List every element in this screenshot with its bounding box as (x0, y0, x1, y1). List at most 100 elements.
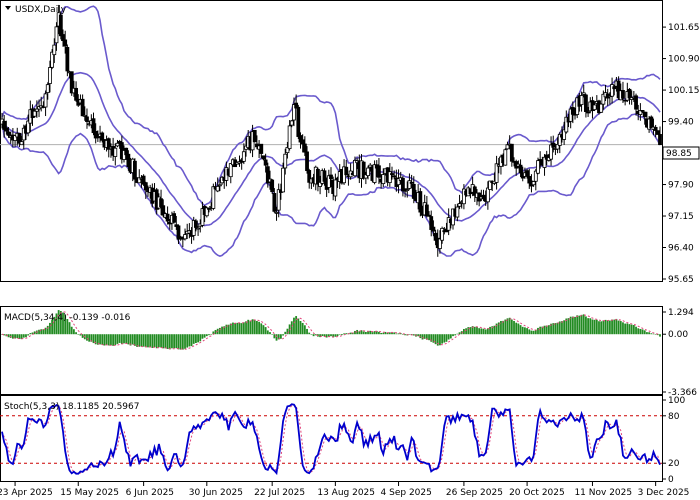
macd-bar (136, 334, 138, 347)
macd-bar (88, 334, 91, 342)
macd-bar (105, 334, 108, 345)
macd-bar (456, 333, 459, 335)
macd-bar (51, 319, 54, 335)
candle (562, 121, 567, 145)
macd-bar (179, 334, 182, 350)
macd-bar (473, 326, 476, 335)
macd-bar (62, 312, 64, 335)
macd-bar (449, 334, 452, 339)
macd-bar (639, 328, 642, 335)
macd-bar (321, 334, 324, 337)
macd-bar (188, 334, 191, 347)
time-tick-label: 4 Sep 2025 (381, 488, 432, 498)
macd-bar (393, 332, 396, 335)
macd-bar (38, 329, 40, 335)
macd-bar (323, 334, 326, 337)
candle (579, 91, 584, 112)
price-candles (0, 4, 662, 257)
macd-bar (147, 334, 149, 348)
macd-bar (539, 326, 542, 335)
candle (409, 174, 414, 189)
candle (204, 206, 209, 218)
macd-bar (160, 334, 162, 348)
candle (605, 88, 610, 106)
macd-bar (249, 320, 252, 335)
macd-bar (476, 327, 478, 335)
macd-bar (650, 333, 653, 335)
macd-bar (340, 334, 343, 336)
macd-bar (530, 330, 533, 335)
macd-bar (635, 326, 637, 335)
macd-bar (138, 334, 141, 347)
macd-bar (397, 333, 400, 335)
macd-bar (118, 334, 121, 343)
candle (581, 84, 586, 98)
macd-bar (471, 326, 474, 335)
macd-bar (447, 334, 450, 340)
candle (161, 199, 166, 218)
candle (215, 177, 220, 193)
candle (640, 110, 645, 114)
candle (305, 146, 309, 174)
macd-bar (306, 328, 308, 335)
macd-bar (656, 334, 659, 336)
macd-bar (46, 325, 49, 335)
candle (32, 108, 37, 118)
candle (43, 90, 48, 117)
time-tick-label: 15 May 2025 (60, 488, 119, 498)
macd-bar (245, 321, 247, 335)
price-tick-label: 97.15 (668, 212, 694, 222)
macd-bar (478, 328, 481, 335)
candle (52, 38, 57, 64)
macd-bar (502, 320, 505, 335)
candle (485, 181, 490, 210)
candle (58, 11, 63, 40)
macd-bar (330, 334, 332, 337)
macd-bar (153, 334, 156, 348)
candle (106, 137, 111, 158)
dropdown-arrow-icon[interactable] (5, 6, 11, 10)
macd-bar (391, 332, 393, 335)
macd-bar (563, 320, 566, 335)
candle (623, 99, 628, 106)
macd-bar (142, 334, 145, 347)
macd-bar (550, 323, 552, 335)
candle (21, 124, 26, 150)
macd-bar (504, 319, 507, 335)
macd-bar (611, 319, 613, 335)
macd-bar (125, 334, 128, 344)
candle (649, 115, 654, 129)
macd-bar (312, 334, 315, 337)
time-tick-label: 20 Oct 2025 (509, 488, 565, 498)
macd-bar (53, 316, 56, 335)
macd-bar (29, 333, 32, 335)
macd-bar (408, 334, 411, 335)
main-price-panel: USDX,Daily 101.65100.90100.1599.4098.659… (0, 0, 700, 285)
macd-bar (127, 334, 130, 345)
candle (431, 220, 436, 237)
macd-bar (641, 329, 644, 335)
macd-bar (190, 334, 193, 347)
candle (276, 183, 281, 218)
macd-bar (99, 334, 101, 345)
candle (141, 174, 146, 186)
macd-bar (380, 332, 383, 335)
macd-bar (545, 325, 548, 335)
candle (401, 175, 405, 197)
candle (54, 22, 59, 51)
macd-bar (123, 334, 125, 344)
candle (455, 203, 460, 222)
macd-bar (356, 329, 359, 335)
candle (518, 159, 523, 178)
macd-bar (266, 330, 269, 335)
macd-bar (92, 334, 95, 344)
candle (211, 183, 216, 211)
macd-bar (68, 322, 71, 335)
macd-bar (619, 321, 622, 335)
macd-bar (197, 334, 199, 343)
macd-bar (567, 318, 570, 335)
macd-bar (57, 310, 60, 335)
macd-bar (18, 334, 21, 339)
macd-bar (375, 330, 378, 335)
macd-bar (269, 332, 271, 335)
